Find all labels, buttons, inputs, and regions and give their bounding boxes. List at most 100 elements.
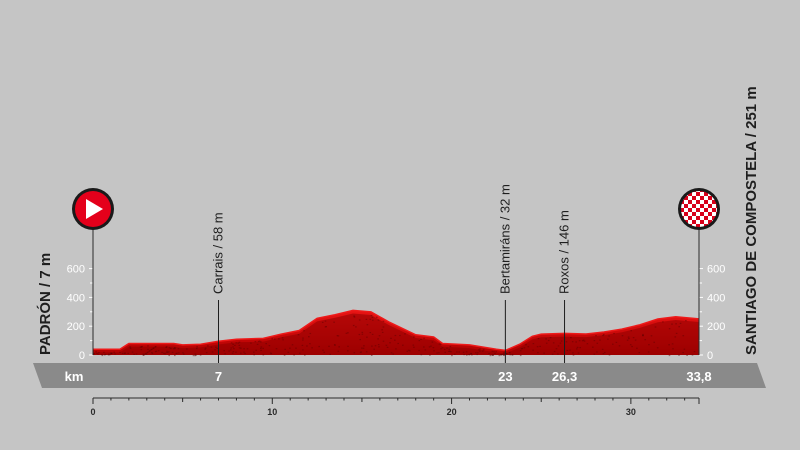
texture-speck [204, 347, 207, 349]
texture-speck [101, 354, 104, 357]
texture-speck [607, 338, 609, 340]
texture-speck [390, 352, 393, 354]
texture-speck [232, 343, 234, 345]
texture-speck [381, 331, 384, 333]
texture-speck [501, 354, 504, 356]
texture-speck [631, 345, 633, 348]
texture-speck [449, 350, 451, 352]
texture-speck [642, 333, 644, 336]
texture-speck [570, 337, 572, 339]
texture-speck [260, 341, 262, 343]
texture-speck [520, 348, 523, 350]
texture-speck [337, 350, 340, 352]
texture-speck [174, 348, 176, 350]
x-tick-label: 0 [90, 407, 95, 417]
texture-speck [653, 341, 655, 343]
texture-speck [668, 354, 671, 357]
texture-speck [352, 324, 355, 327]
texture-speck [355, 326, 357, 328]
texture-speck [311, 347, 313, 349]
texture-speck [121, 352, 124, 354]
elevation-profile [93, 309, 700, 357]
texture-speck [634, 339, 637, 341]
texture-speck [95, 351, 97, 353]
texture-speck [306, 345, 308, 347]
texture-speck [470, 352, 472, 355]
waypoint-km-label: 7 [215, 369, 222, 384]
texture-speck [406, 350, 409, 352]
texture-speck [260, 347, 262, 349]
texture-speck [621, 335, 624, 337]
waypoint-km-label: 23 [498, 369, 512, 384]
texture-speck [386, 346, 389, 348]
texture-speck [577, 352, 580, 354]
texture-speck [303, 330, 305, 332]
texture-speck [644, 339, 646, 341]
texture-speck [142, 354, 145, 356]
texture-speck [133, 353, 135, 355]
texture-speck [407, 349, 410, 351]
band-unit-label: km [65, 369, 84, 384]
texture-speck [282, 339, 284, 341]
texture-speck [627, 336, 630, 338]
y-tick-label-left: 200 [67, 321, 85, 333]
texture-speck [154, 351, 157, 353]
play-icon [86, 199, 103, 219]
y-tick-label-left: 0 [79, 350, 85, 362]
texture-speck [366, 324, 369, 326]
texture-speck [347, 350, 349, 352]
texture-speck [650, 335, 653, 337]
texture-speck [583, 340, 586, 342]
texture-speck [608, 335, 610, 337]
texture-speck [174, 347, 176, 349]
texture-speck [155, 350, 158, 352]
texture-speck [477, 349, 480, 351]
texture-speck [333, 344, 336, 346]
texture-speck [235, 342, 238, 344]
texture-speck [571, 341, 574, 343]
texture-speck [575, 341, 577, 343]
texture-speck [488, 352, 490, 355]
texture-speck [163, 352, 165, 354]
texture-speck [145, 353, 148, 355]
texture-speck [397, 342, 399, 345]
texture-speck [334, 344, 336, 346]
texture-speck [362, 347, 365, 349]
texture-speck [628, 337, 630, 340]
texture-speck [436, 352, 438, 354]
texture-speck [613, 332, 615, 335]
x-tick-label: 20 [447, 407, 457, 417]
texture-speck [238, 341, 241, 343]
texture-speck [151, 351, 153, 354]
profile-texture [93, 314, 696, 357]
texture-speck [679, 322, 682, 324]
y-tick-label-right: 200 [707, 321, 725, 333]
texture-speck [361, 333, 364, 335]
texture-speck [693, 351, 696, 353]
texture-speck [250, 342, 252, 344]
texture-speck [444, 351, 446, 353]
texture-speck [135, 353, 138, 355]
texture-speck [359, 351, 362, 353]
texture-speck [157, 350, 160, 352]
texture-speck [543, 352, 545, 354]
texture-speck [409, 350, 411, 352]
texture-speck [491, 350, 494, 352]
texture-speck [231, 352, 234, 354]
texture-speck [642, 335, 644, 337]
texture-speck [142, 353, 145, 355]
texture-speck [369, 318, 372, 320]
texture-speck [468, 354, 471, 356]
texture-speck [433, 350, 435, 352]
texture-speck [260, 349, 262, 351]
texture-speck [671, 323, 673, 325]
texture-speck [297, 334, 300, 336]
texture-speck [482, 349, 485, 351]
texture-speck [302, 337, 304, 339]
texture-speck [668, 344, 670, 346]
texture-speck [629, 344, 632, 346]
texture-speck [96, 352, 98, 354]
texture-speck [668, 328, 671, 330]
texture-speck [301, 344, 304, 346]
texture-speck [240, 352, 242, 354]
